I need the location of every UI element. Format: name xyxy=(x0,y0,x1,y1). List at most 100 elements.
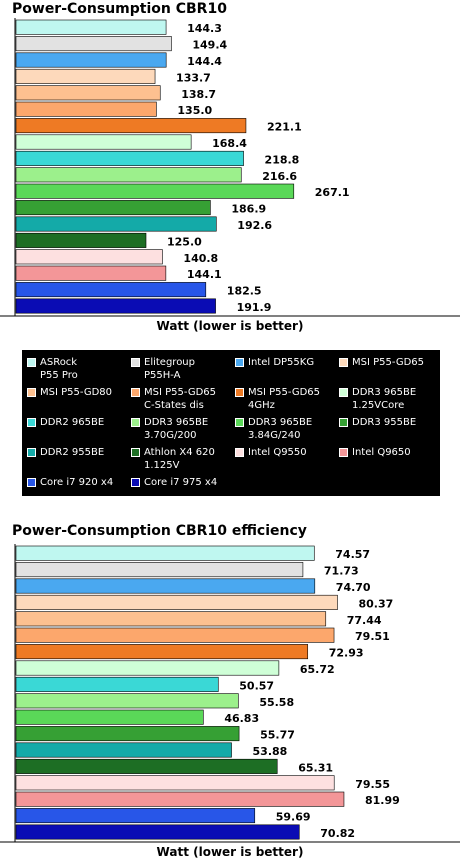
legend-swatch xyxy=(339,448,348,457)
chart2-value-label: 53.88 xyxy=(253,745,288,758)
legend-label: MSI P55-GD65 C-States dis xyxy=(144,387,217,411)
chart1-value-label: 140.8 xyxy=(183,252,218,265)
chart2-bar xyxy=(15,578,316,594)
chart2-value-label: 74.57 xyxy=(335,548,370,561)
legend-label: Intel Q9550 xyxy=(248,447,307,458)
legend-swatch xyxy=(235,358,244,367)
legend-swatch xyxy=(131,418,140,427)
legend-label: MSI P55-GD80 xyxy=(40,387,113,398)
legend-label: MSI P55-GD65 4GHz xyxy=(248,387,321,411)
chart2-xlabel: Watt (lower is better) xyxy=(156,845,304,859)
legend-label: DDR3 955BE xyxy=(352,417,417,428)
legend-label: Core i7 920 x4 xyxy=(40,477,114,488)
chart2-bar xyxy=(15,545,315,561)
chart1-bar xyxy=(15,52,167,68)
chart2-bar xyxy=(15,775,335,791)
legend-label: Elitegroup P55H-A xyxy=(144,357,195,381)
chart2-value-label: 71.73 xyxy=(324,565,359,578)
chart1-bar xyxy=(15,282,207,298)
chart1-plot: 144.3 149.4 144.4 133.7 138.7 135.0 221.1 168.4… xyxy=(0,18,460,317)
chart1-value-label: 135.0 xyxy=(177,104,212,117)
chart2-value-label: 81.99 xyxy=(365,794,400,807)
chart1-value-label: 133.7 xyxy=(176,71,211,84)
chart2-bar xyxy=(15,611,327,627)
legend-label: MSI P55-GD65 xyxy=(352,357,425,368)
chart1-bar xyxy=(15,101,157,117)
chart2-value-label: 79.55 xyxy=(355,778,390,791)
chart2-bar xyxy=(15,627,335,643)
chart1-value-label: 144.1 xyxy=(187,268,222,281)
legend-swatch xyxy=(339,358,348,367)
chart1-bar xyxy=(15,19,167,35)
legend-swatch xyxy=(339,418,348,427)
legend-swatch xyxy=(235,388,244,397)
chart1-value-label: 221.1 xyxy=(267,121,302,134)
legend-swatch xyxy=(131,358,140,367)
chart2-value-label: 74.70 xyxy=(336,581,371,594)
chart1-value-label: 218.8 xyxy=(265,153,300,166)
chart1-value-label: 182.5 xyxy=(227,285,262,298)
legend-swatch xyxy=(27,448,36,457)
legend-swatch xyxy=(235,448,244,457)
chart2-bar xyxy=(15,594,338,610)
chart1-value-label: 138.7 xyxy=(181,88,216,101)
legend-swatch xyxy=(27,478,36,487)
chart2-bar xyxy=(15,758,278,774)
chart2-value-label: 72.93 xyxy=(329,647,364,660)
chart1-bar xyxy=(15,134,192,150)
legend-swatch xyxy=(131,388,140,397)
chart1-bar xyxy=(15,150,244,166)
legend-swatch xyxy=(131,478,140,487)
chart2-bar xyxy=(15,660,280,676)
chart2-value-label: 77.44 xyxy=(347,614,382,627)
chart2-value-label: 70.82 xyxy=(320,827,355,840)
legend: ASRock P55 Pro Elitegroup P55H-A Intel DP5… xyxy=(22,350,440,496)
legend-label: Core i7 975 x4 xyxy=(144,477,218,488)
chart1-value-label: 192.6 xyxy=(237,219,272,232)
chart2-bar xyxy=(15,644,309,660)
chart2-value-label: 46.83 xyxy=(224,712,259,725)
chart1-bar xyxy=(15,36,172,52)
chart2-bar xyxy=(15,726,240,742)
chart2-value-label: 55.77 xyxy=(260,729,295,742)
chart1-value-label: 186.9 xyxy=(231,203,266,216)
chart2-value-label: 65.31 xyxy=(298,761,333,774)
chart2-value-label: 79.51 xyxy=(355,630,390,643)
chart2-value-label: 55.58 xyxy=(259,696,294,709)
chart2-value-label: 50.57 xyxy=(239,679,274,692)
chart1-value-label: 168.4 xyxy=(212,137,247,150)
legend-label: Intel DP55KG xyxy=(248,357,315,368)
chart2-value-label: 65.72 xyxy=(300,663,335,676)
chart1-xlabel: Watt (lower is better) xyxy=(156,319,304,333)
chart1-bar xyxy=(15,200,211,216)
chart1-bar xyxy=(15,232,147,248)
chart1-bar xyxy=(15,298,216,314)
chart1-bar xyxy=(15,265,167,281)
legend-label: DDR3 965BE 3.70G/200 xyxy=(144,417,209,441)
chart1-value-label: 125.0 xyxy=(167,235,202,248)
legend-swatch xyxy=(339,388,348,397)
chart1-bar xyxy=(15,118,247,134)
legend-swatch xyxy=(27,358,36,367)
legend-label: DDR2 965BE xyxy=(40,417,105,428)
chart1-bar xyxy=(15,183,295,199)
chart2-bar xyxy=(15,808,256,824)
chart1-bar xyxy=(15,216,217,232)
chart2-bar xyxy=(15,693,239,709)
legend-label: ASRock P55 Pro xyxy=(40,357,78,381)
chart1-value-label: 267.1 xyxy=(315,186,350,199)
legend-label: Athlon X4 620 1.125V xyxy=(144,447,215,471)
chart1-value-label: 144.3 xyxy=(187,22,222,35)
legend-label: DDR2 955BE xyxy=(40,447,105,458)
chart2-bar xyxy=(15,562,304,578)
legend-swatch xyxy=(27,418,36,427)
legend-label: DDR3 965BE 3.84G/240 xyxy=(248,417,313,441)
legend-swatch xyxy=(27,388,36,397)
legend-swatch xyxy=(235,418,244,427)
chart2-value-label: 59.69 xyxy=(276,811,311,824)
chart1-bar xyxy=(15,249,163,265)
chart1-title: Power-Consumption CBR10 xyxy=(12,1,227,17)
chart2-bar xyxy=(15,791,345,807)
legend-label: Intel Q9650 xyxy=(352,447,411,458)
chart1-bar xyxy=(15,85,161,101)
